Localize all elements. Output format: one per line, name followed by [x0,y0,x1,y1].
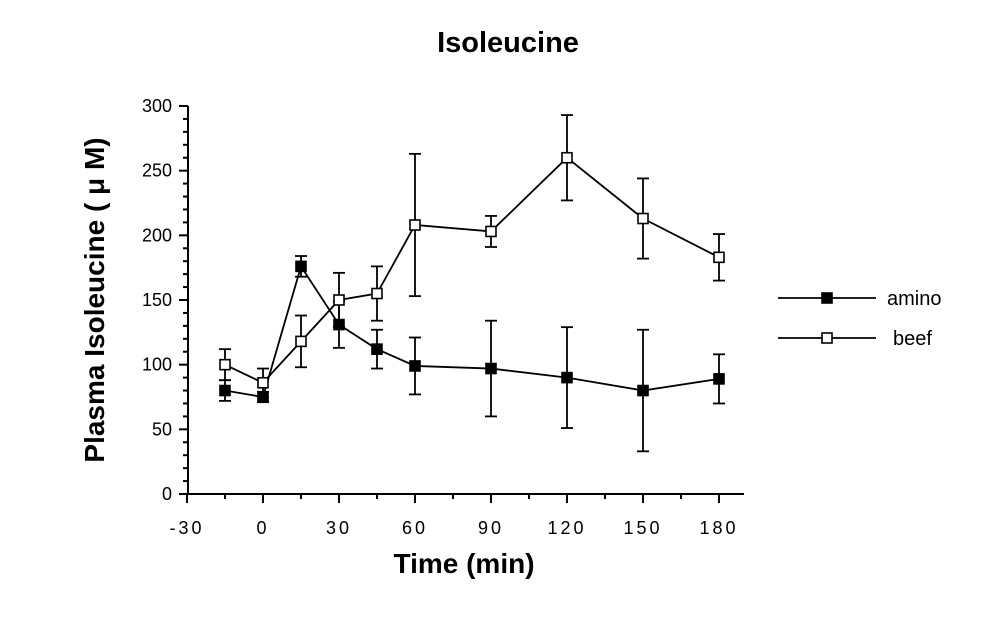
legend-item-amino: amino [778,288,941,310]
legend-item-beef: beef [778,328,932,350]
y-tick-label: 0 [162,484,172,504]
data-point [371,343,383,355]
data-point [485,362,497,375]
data-point [219,384,231,397]
x-tick-label: 120 [547,518,586,538]
data-point [295,335,307,348]
data-point [637,212,649,225]
legend-label: amino [887,288,941,310]
data-point [257,376,269,389]
tick-labels: 0 50 100 150 200 250 300 -30 0 30 60 90 120 150 180 [142,96,738,538]
plot-area [219,114,725,453]
data-point [219,358,231,371]
x-tick-label: 150 [623,518,662,538]
ticks [179,105,720,503]
y-axis-label: Plasma Isoleucine ( μ M) [79,137,110,462]
data-point [713,373,725,385]
data-point [713,251,725,264]
x-tick-label: 0 [256,518,269,538]
legend-label: beef [893,328,932,350]
legend: amino beef [778,288,941,350]
y-tick-label: 300 [142,96,172,116]
x-axis-label: Time (min) [393,548,534,579]
series-line-amino [224,264,720,399]
chart-title: Isoleucine [437,27,579,59]
x-tick-label: 90 [478,518,504,538]
data-point [561,151,573,164]
data-point [409,360,421,372]
y-tick-label: 100 [142,355,172,375]
data-point [295,260,307,273]
legend-marker [821,332,833,344]
y-tick-label: 150 [142,290,172,310]
series-line-beef [224,156,720,384]
data-point [409,219,421,231]
x-tick-label: -30 [169,518,204,538]
data-point [561,371,573,384]
x-tick-label: 60 [402,518,428,538]
series-beef [219,114,725,398]
legend-marker [821,292,833,304]
axes [187,106,744,495]
data-point [333,294,345,306]
x-tick-label: 30 [326,518,352,538]
y-tick-label: 200 [142,225,172,245]
series-amino [219,255,725,453]
data-point [485,225,497,238]
data-point [637,384,649,397]
data-point [371,287,383,300]
y-tick-label: 50 [152,419,172,439]
x-tick-label: 180 [699,518,738,538]
y-tick-label: 250 [142,161,172,181]
